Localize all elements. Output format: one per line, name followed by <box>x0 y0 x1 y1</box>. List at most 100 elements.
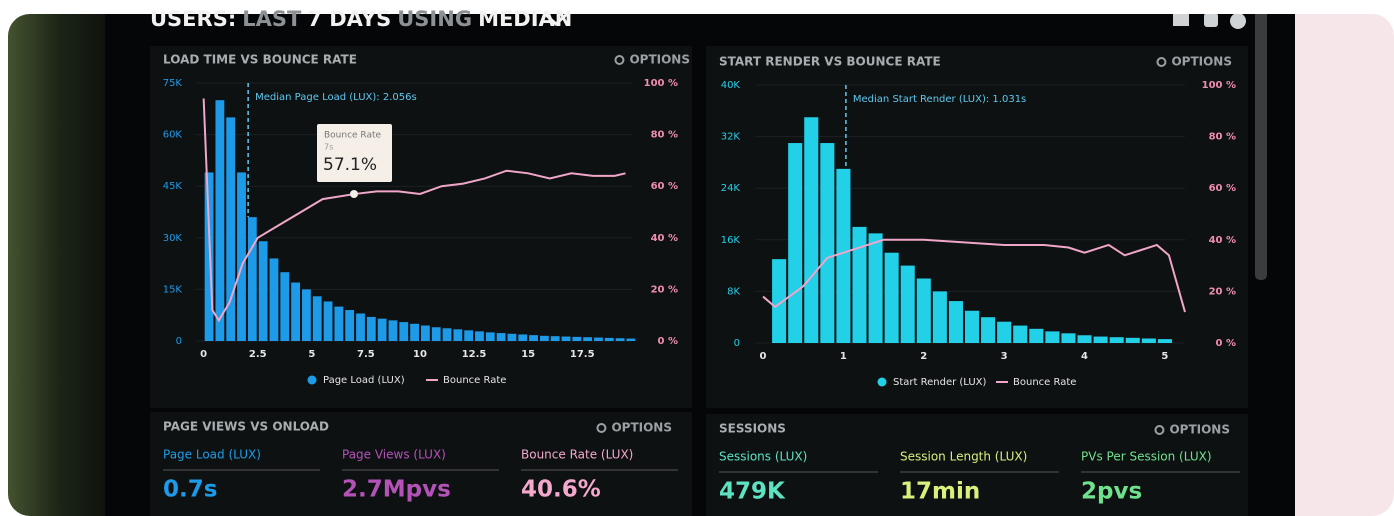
y2-tick-label: 80 % <box>651 130 678 141</box>
help-icon[interactable] <box>1230 13 1246 29</box>
y2-tick-label: 20 % <box>651 284 678 295</box>
y2-tick-label: 40 % <box>651 233 678 244</box>
metric-value: 479K <box>719 479 786 505</box>
bar <box>540 336 549 341</box>
x-tick-label: 1 <box>840 351 847 362</box>
bar <box>1158 339 1172 343</box>
y-tick-label: 8K <box>727 286 740 297</box>
bar <box>421 326 430 341</box>
legend-label: Page Load (LUX) <box>323 375 405 386</box>
y-tick-label: 0 <box>734 338 740 349</box>
x-tick-label: 3 <box>1001 351 1008 362</box>
legend-label: Bounce Rate <box>443 375 506 386</box>
bar <box>432 327 441 341</box>
y2-tick-label: 100 % <box>644 78 678 89</box>
y-tick-label: 40K <box>721 80 741 91</box>
bar <box>1045 331 1059 343</box>
bar <box>949 301 963 343</box>
header-word: MEDIAN <box>478 7 572 31</box>
bar <box>399 322 408 341</box>
bar <box>616 338 625 341</box>
bar <box>1077 335 1091 343</box>
bar <box>508 334 517 341</box>
bar <box>205 172 214 341</box>
y2-tick-label: 0 % <box>1216 338 1236 349</box>
bar <box>836 169 850 343</box>
bar <box>280 272 289 341</box>
bar <box>270 258 279 341</box>
metric-label: Bounce Rate (LUX) <box>521 448 633 462</box>
header-word: USERS: <box>150 7 236 31</box>
options-button[interactable]: OPTIONS <box>629 53 690 67</box>
bar <box>583 337 592 341</box>
legend-label: Start Render (LUX) <box>893 377 987 388</box>
metric-label: PVs Per Session (LUX) <box>1081 450 1212 464</box>
bar <box>965 311 979 343</box>
y-tick-label: 75K <box>163 78 183 89</box>
y2-tick-label: 40 % <box>1209 235 1236 246</box>
bar <box>917 279 931 344</box>
bar <box>291 283 300 341</box>
metric-label: Sessions (LUX) <box>719 450 807 464</box>
bar <box>804 117 818 343</box>
bar <box>562 337 571 341</box>
bar <box>324 301 333 341</box>
bar <box>518 334 527 341</box>
bar <box>627 339 636 341</box>
bar <box>345 310 354 341</box>
bar <box>486 332 495 341</box>
header-word: USING <box>397 7 472 31</box>
bar <box>852 227 866 343</box>
options-button[interactable]: OPTIONS <box>1169 423 1230 437</box>
metric-label: Session Length (LUX) <box>900 450 1027 464</box>
legend-swatch <box>308 376 317 385</box>
bar <box>1126 338 1140 343</box>
options-button[interactable]: OPTIONS <box>611 421 672 435</box>
bar <box>302 289 311 341</box>
bar <box>1094 337 1108 343</box>
bar <box>237 172 246 341</box>
bar <box>356 313 365 341</box>
bar <box>885 253 899 343</box>
share-icon[interactable] <box>1204 13 1218 27</box>
metric-label: Page Views (LUX) <box>342 448 446 462</box>
x-tick-label: 4 <box>1081 351 1088 362</box>
chart-title: START RENDER VS BOUNCE RATE <box>719 55 941 69</box>
metric-label: Page Load (LUX) <box>163 448 261 462</box>
y2-tick-label: 20 % <box>1209 286 1236 297</box>
bar <box>594 338 603 341</box>
bar <box>1110 337 1124 343</box>
bar <box>443 328 452 341</box>
bar <box>410 324 419 341</box>
header-word: 7 DAYS <box>307 7 391 31</box>
bar <box>820 143 834 343</box>
bar <box>901 266 915 343</box>
bar <box>313 296 322 341</box>
x-tick-label: 10 <box>413 349 427 360</box>
monitor-icon[interactable] <box>1173 14 1189 26</box>
chart-title: LOAD TIME VS BOUNCE RATE <box>163 53 357 67</box>
tooltip-title: Bounce Rate <box>324 131 382 141</box>
y-tick-label: 32K <box>721 132 741 143</box>
y2-tick-label: 100 % <box>1202 80 1236 91</box>
median-label: Median Start Render (LUX): 1.031s <box>853 94 1026 105</box>
y2-tick-label: 60 % <box>1209 183 1236 194</box>
bar <box>981 317 995 343</box>
y-tick-label: 16K <box>721 235 741 246</box>
bar <box>389 320 398 341</box>
bar <box>453 329 462 341</box>
panel-title: PAGE VIEWS VS ONLOAD <box>163 420 329 434</box>
metric-value: 0.7s <box>163 477 217 503</box>
y-tick-label: 15K <box>163 284 183 295</box>
dashboard-photo: USERS:LAST7 DAYSUSINGMEDIAN OPTIONS OPTIO… <box>0 0 1394 516</box>
metric-value: 17min <box>900 479 980 505</box>
bar <box>334 307 343 341</box>
scrollbar <box>1255 0 1267 280</box>
bar <box>464 330 473 341</box>
options-button[interactable]: OPTIONS <box>1171 55 1232 69</box>
bar <box>869 233 883 343</box>
bar <box>367 317 376 341</box>
x-tick-label: 12.5 <box>462 349 487 360</box>
bar <box>997 322 1011 343</box>
